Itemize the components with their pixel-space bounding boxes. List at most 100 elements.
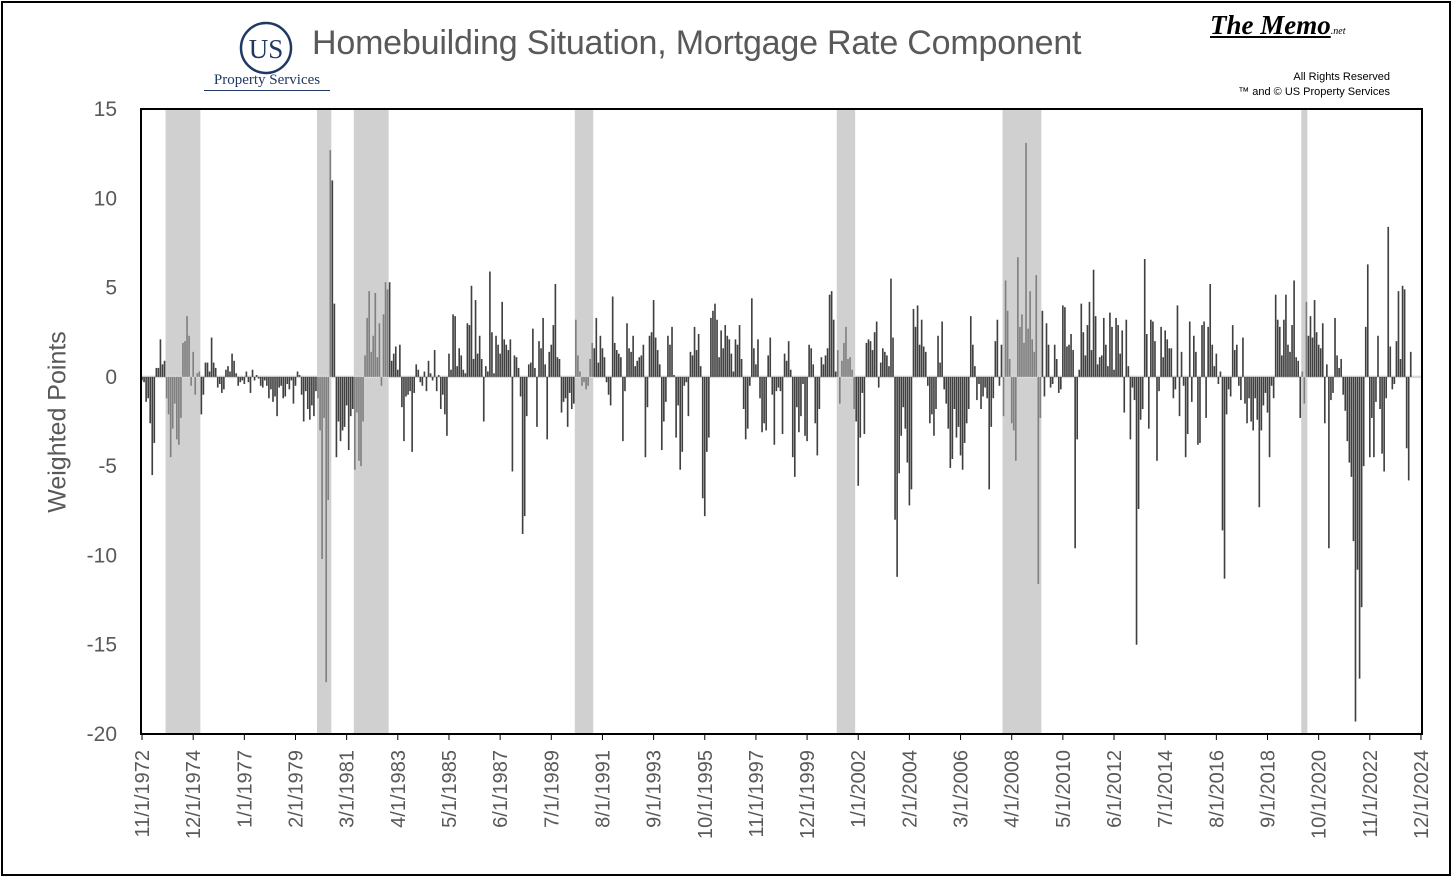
data-bar (1002, 376, 1005, 417)
data-bar (163, 360, 166, 377)
data-bar (378, 323, 381, 377)
data-bar (1346, 376, 1349, 442)
data-bar (656, 350, 659, 377)
data-bar (392, 353, 395, 377)
data-bar (877, 376, 880, 388)
data-bar (716, 319, 718, 377)
data-bar (1242, 337, 1244, 377)
data-bar (1021, 314, 1023, 377)
data-bar (1246, 376, 1248, 424)
data-bar (280, 376, 282, 386)
data-bar (1000, 344, 1003, 377)
data-bar (364, 355, 366, 377)
data-bar (785, 360, 788, 377)
data-bar (198, 371, 201, 377)
data-bar (806, 376, 808, 442)
y-tick-label: 5 (105, 277, 117, 300)
data-bar (245, 371, 248, 377)
data-bar (1248, 376, 1250, 399)
data-bar (609, 376, 612, 406)
data-bar (871, 350, 874, 377)
data-bar (554, 284, 557, 377)
data-bar (1166, 339, 1169, 377)
data-bar (777, 376, 780, 388)
data-bar (642, 344, 645, 377)
data-bar (886, 355, 888, 377)
data-bar (705, 376, 708, 452)
data-bar (581, 376, 583, 386)
data-bar (1201, 325, 1203, 377)
logo-text: US (249, 34, 284, 64)
data-bar (186, 316, 188, 377)
data-bar (221, 376, 223, 393)
data-bar (980, 376, 982, 409)
data-bar (536, 376, 538, 427)
data-bar (1268, 376, 1271, 458)
data-bar (855, 376, 858, 422)
data-bar (456, 366, 458, 377)
data-bar (1309, 316, 1312, 377)
data-bar (1045, 323, 1048, 377)
data-bar (1221, 376, 1224, 531)
data-bar (568, 376, 571, 393)
data-bar (218, 376, 221, 384)
data-bar (390, 360, 393, 377)
data-bar (1076, 376, 1079, 440)
data-bar (431, 376, 434, 381)
data-bar (646, 376, 649, 408)
data-bar (851, 369, 853, 377)
data-bar (351, 376, 354, 409)
data-bar (354, 376, 356, 470)
data-bar (1356, 376, 1359, 570)
data-bar (853, 376, 855, 409)
x-tick-label: 11/1/1972 (132, 750, 154, 838)
data-bar (781, 376, 784, 434)
data-bar (421, 376, 424, 386)
data-bar (311, 376, 313, 406)
data-bar (335, 376, 338, 458)
data-bar (628, 348, 630, 377)
data-bar (787, 341, 790, 377)
data-bar (241, 376, 244, 381)
data-bar (654, 337, 657, 377)
data-bar (859, 376, 862, 438)
data-bar (1256, 376, 1259, 420)
data-bar (814, 376, 817, 424)
data-bar (286, 376, 289, 384)
data-bar (708, 376, 710, 438)
data-bar (695, 350, 698, 377)
data-bar (147, 376, 149, 399)
data-bar (570, 376, 573, 409)
data-bar (703, 376, 706, 517)
data-bar (517, 367, 520, 377)
data-bar (1223, 376, 1226, 579)
data-bar (415, 364, 418, 377)
data-bar (208, 371, 211, 377)
data-bar (202, 376, 205, 395)
data-bar (532, 328, 534, 377)
data-bar (671, 326, 673, 377)
data-bar (648, 335, 651, 377)
data-bar (493, 373, 495, 377)
data-bar (902, 376, 905, 408)
data-bar (926, 376, 929, 386)
data-bar (237, 376, 240, 386)
data-bar (216, 376, 219, 388)
data-bar (405, 376, 407, 397)
data-bar (953, 376, 956, 409)
data-bar (1307, 335, 1310, 377)
data-bar (233, 360, 235, 377)
data-bar (1227, 376, 1230, 390)
data-bar (1055, 359, 1058, 377)
data-bar (1188, 321, 1191, 377)
data-bar (937, 335, 939, 377)
data-bar (192, 351, 194, 377)
data-bar (767, 355, 770, 377)
data-bar (1031, 339, 1033, 377)
data-bar (1281, 355, 1283, 377)
data-bar (1276, 319, 1279, 377)
data-bar (879, 362, 882, 377)
data-bar (1178, 376, 1181, 417)
data-bar (1043, 376, 1046, 397)
plot-area (140, 108, 1423, 735)
